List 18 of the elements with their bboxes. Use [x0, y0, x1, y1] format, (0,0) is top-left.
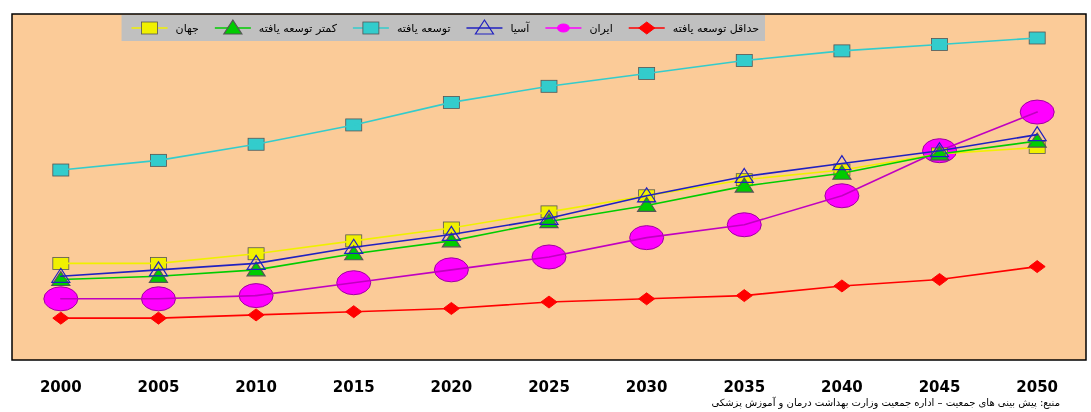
x-tick-label: 2050 — [1016, 378, 1059, 396]
x-tick-label: 2035 — [723, 378, 766, 396]
legend-label: جهان — [175, 22, 199, 35]
x-tick-label: 2030 — [625, 378, 668, 396]
x-tick-label: 2025 — [528, 378, 570, 396]
x-tick-label: 2040 — [821, 378, 863, 396]
legend-label: ایران — [589, 22, 613, 35]
x-tick-label: 2005 — [137, 378, 180, 396]
x-tick-label: 2020 — [430, 378, 473, 396]
x-tick-label: 2000 — [39, 378, 82, 396]
legend-label: آسیا — [510, 21, 531, 35]
legend-label: توسعه یافته — [396, 22, 451, 35]
annotation: منبع: پیش بینی های جمعیت – اداره جمعیت وزارت بهداشت درمان و آموزش پزشکی — [711, 397, 1060, 408]
legend-label: کمتر توسعه یافته — [258, 22, 338, 35]
x-tick-label: 2015 — [332, 378, 375, 396]
x-tick-label: 2010 — [235, 378, 277, 396]
x-tick-label: 2045 — [918, 378, 961, 396]
legend-label: حداقل توسعه یافته — [672, 22, 759, 35]
